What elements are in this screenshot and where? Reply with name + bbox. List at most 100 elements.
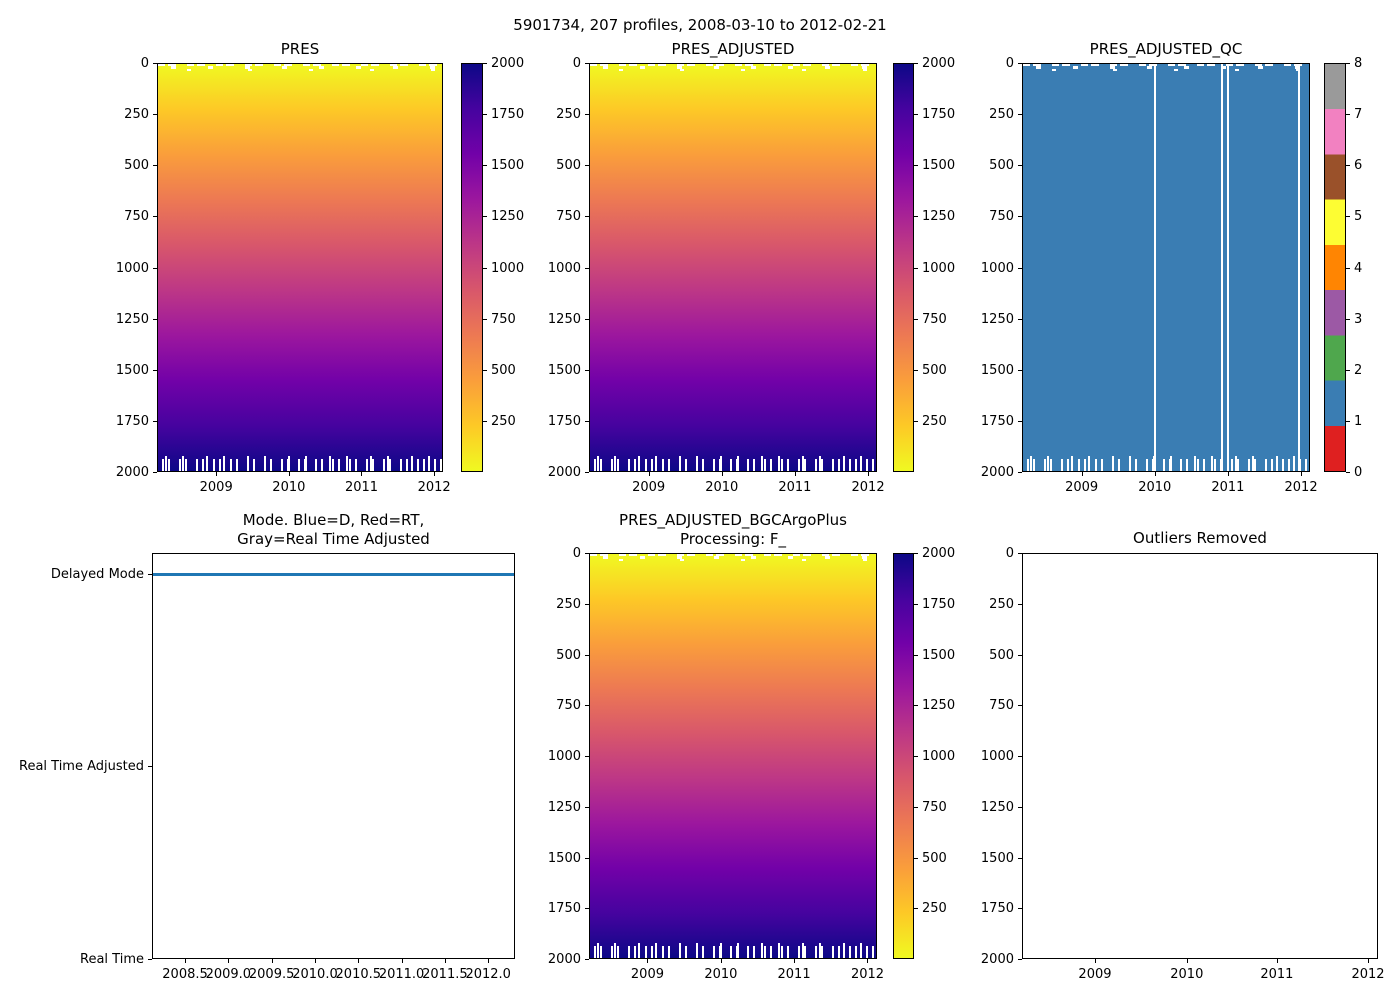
subplot-title-pres-adjusted: PRES_ADJUSTED: [671, 40, 795, 58]
tick-label: 2009: [632, 480, 666, 495]
tick-label: 1000: [922, 749, 956, 765]
tick-label: 1750: [491, 107, 525, 123]
tick-label: 1500: [547, 362, 581, 378]
tick-mark: [1301, 472, 1303, 476]
tick-label: 2012: [1284, 480, 1318, 495]
tick-label: 1750: [980, 413, 1014, 429]
tick-mark: [148, 959, 152, 960]
tick-label: 500: [922, 850, 947, 866]
tick-mark: [153, 165, 157, 167]
tick-label: 1500: [491, 158, 525, 174]
qc-colorbar-ticks: 8 7 6 5 4 3 2 1 0: [1346, 56, 1386, 480]
tick-label: 2: [1354, 362, 1363, 378]
tick-mark: [794, 472, 796, 476]
tick-label: 1750: [980, 901, 1014, 917]
tick-mark: [153, 318, 157, 320]
tick-label: 7: [1354, 107, 1363, 123]
surface-missing-data-speckle: [590, 554, 876, 556]
pres-y-ticks: 0 250 500 750 1000 1250 1500 1750 2000: [97, 56, 157, 480]
tick-mark: [585, 318, 589, 320]
tick-mark: [648, 472, 650, 476]
tick-label: 250: [922, 413, 947, 429]
tick-mark: [720, 959, 722, 963]
tick-label: 1000: [980, 749, 1014, 765]
tick-label: 2011: [777, 967, 811, 982]
tick-mark: [488, 959, 490, 963]
tick-mark: [1018, 959, 1022, 960]
tick-label: 750: [989, 698, 1014, 714]
tick-mark: [1346, 165, 1350, 167]
tick-label: Real Time: [80, 952, 144, 968]
tick-mark: [483, 216, 487, 218]
bottom-depth-comb: [590, 459, 876, 471]
axes-outliers: [1022, 553, 1378, 959]
subplot-title-pres: PRES: [280, 40, 320, 58]
tick-mark: [914, 63, 918, 64]
tick-label: 250: [989, 107, 1014, 123]
subplot-title-outliers: Outliers Removed: [1133, 529, 1267, 547]
tick-label: 2010.5: [335, 967, 382, 982]
tick-mark: [1094, 959, 1096, 963]
tick-label: 4: [1354, 260, 1363, 276]
pres-adjusted-colorbar: [893, 63, 914, 472]
tick-label: 1250: [980, 799, 1014, 815]
tick-label: 1000: [115, 260, 149, 276]
tick-mark: [1018, 908, 1022, 910]
tick-label: 1750: [115, 413, 149, 429]
tick-label: 1250: [115, 311, 149, 327]
mode-title-line2: Gray=Real Time Adjusted: [237, 530, 430, 548]
bottom-depth-comb: [1023, 459, 1309, 471]
tick-label: 1500: [980, 362, 1014, 378]
bgc-title-line2: Processing: F_: [679, 530, 787, 548]
tick-label: 250: [922, 901, 947, 917]
tick-mark: [271, 959, 273, 963]
tick-mark: [358, 959, 360, 963]
tick-label: 2010: [705, 480, 739, 495]
tick-label: 2000: [547, 465, 581, 481]
tick-label: 1250: [547, 799, 581, 815]
tick-mark: [483, 369, 487, 371]
tick-label: 1750: [922, 596, 956, 612]
tick-label: 1000: [547, 749, 581, 765]
tick-label: 750: [556, 698, 581, 714]
tick-mark: [216, 472, 218, 476]
tick-mark: [361, 472, 363, 476]
surface-missing-data-speckle: [590, 69, 876, 71]
tick-mark: [1346, 318, 1350, 320]
qc-y-ticks: 0 250 500 750 1000 1250 1500 1750 2000: [962, 56, 1022, 480]
tick-mark: [867, 959, 869, 963]
tick-label: 0: [572, 546, 581, 562]
tick-label: 750: [922, 311, 947, 327]
tick-label: 1250: [922, 209, 956, 225]
axes-bgc: [589, 553, 877, 959]
tick-label: 500: [556, 647, 581, 663]
tick-mark: [914, 318, 918, 320]
tick-label: 1000: [980, 260, 1014, 276]
subplot-title-pres-adjusted-qc: PRES_ADJUSTED_QC: [1089, 40, 1243, 58]
tick-label: 2012: [417, 480, 451, 495]
tick-mark: [153, 267, 157, 269]
tick-label: 6: [1354, 158, 1363, 174]
tick-mark: [1018, 705, 1022, 707]
tick-mark: [914, 806, 918, 808]
tick-label: 2009: [1078, 967, 1112, 982]
tick-label: 3: [1354, 311, 1363, 327]
tick-label: 500: [124, 158, 149, 174]
tick-mark: [914, 654, 918, 656]
tick-mark: [153, 114, 157, 116]
missing-profile-gap: [1153, 64, 1156, 471]
surface-missing-data-speckle: [158, 69, 442, 71]
surface-missing-data-speckle: [590, 66, 876, 69]
surface-missing-data-speckle: [1023, 69, 1309, 71]
tick-mark: [314, 959, 316, 963]
tick-label: 2012: [851, 480, 885, 495]
tick-mark: [647, 959, 649, 963]
tick-label: 2008.5: [162, 967, 208, 982]
tick-mark: [153, 216, 157, 218]
tick-label: 750: [989, 209, 1014, 225]
pres-adjusted-heatmap-gradient: [590, 64, 876, 471]
tick-label: 5: [1354, 209, 1363, 225]
tick-label: 2010: [1170, 967, 1204, 982]
tick-label: Real Time Adjusted: [19, 758, 144, 774]
